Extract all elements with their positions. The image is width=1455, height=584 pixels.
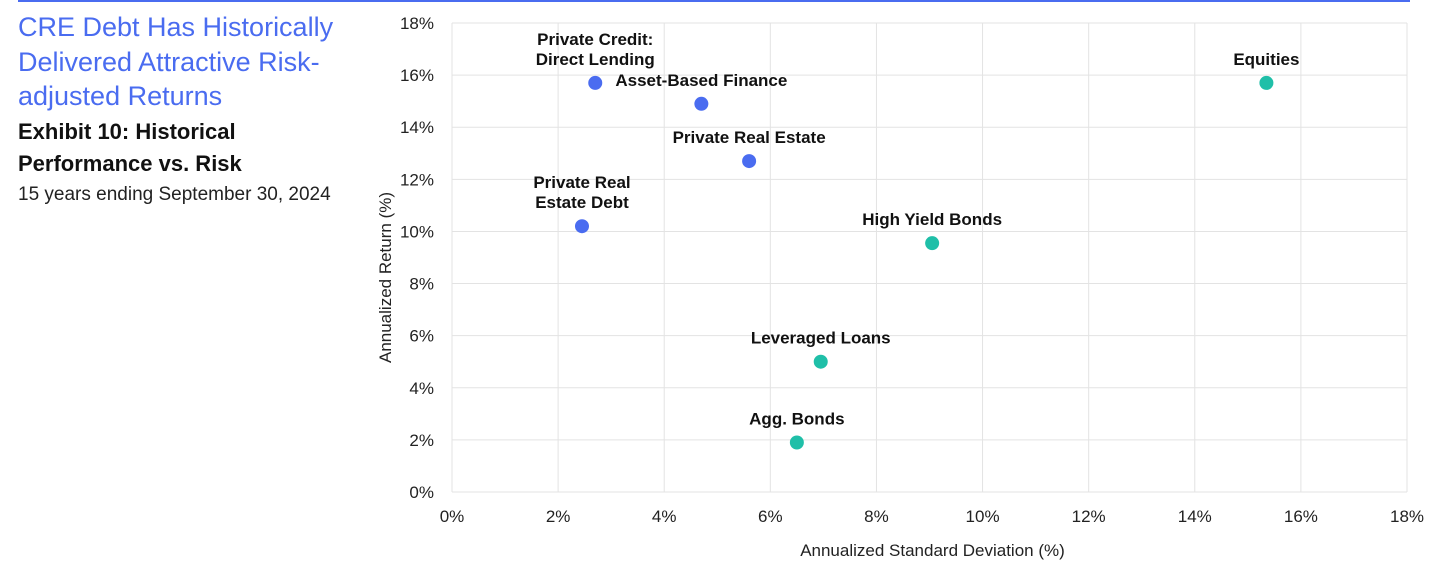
x-tick-label: 4% bbox=[652, 507, 677, 526]
top-divider bbox=[18, 0, 1410, 2]
y-tick-label: 4% bbox=[409, 379, 434, 398]
data-point bbox=[789, 435, 804, 450]
headline: CRE Debt Has Historically Delivered Attr… bbox=[18, 12, 334, 111]
y-tick-label: 16% bbox=[400, 66, 434, 85]
x-tick-label: 18% bbox=[1390, 507, 1424, 526]
data-point bbox=[742, 154, 757, 169]
x-tick-label: 6% bbox=[758, 507, 783, 526]
y-tick-label: 12% bbox=[400, 170, 434, 189]
x-tick-label: 2% bbox=[546, 507, 571, 526]
data-point bbox=[574, 219, 589, 234]
data-point-label: Equities bbox=[1233, 50, 1299, 69]
data-point bbox=[588, 75, 603, 90]
subtitle: 15 years ending September 30, 2024 bbox=[18, 183, 331, 205]
y-axis-title: Annualized Return (%) bbox=[376, 192, 395, 363]
x-tick-label: 10% bbox=[966, 507, 1000, 526]
data-point-label: Direct Lending bbox=[536, 50, 655, 69]
x-tick-label: 0% bbox=[440, 507, 465, 526]
data-point-label: Private Real bbox=[533, 173, 630, 192]
data-point-label: Agg. Bonds bbox=[749, 409, 844, 428]
x-tick-label: 14% bbox=[1178, 507, 1212, 526]
data-point-label: Asset-Based Finance bbox=[615, 71, 787, 90]
x-tick-label: 16% bbox=[1284, 507, 1318, 526]
data-point bbox=[925, 236, 940, 251]
exhibit-title: Exhibit 10: Historical Performance vs. R… bbox=[18, 118, 242, 176]
y-tick-label: 14% bbox=[400, 118, 434, 137]
sidebar-text: CRE Debt Has Historically Delivered Attr… bbox=[18, 10, 348, 210]
data-point-label: High Yield Bonds bbox=[862, 210, 1002, 229]
y-tick-label: 18% bbox=[400, 14, 434, 33]
x-axis-title: Annualized Standard Deviation (%) bbox=[800, 541, 1065, 560]
y-tick-label: 2% bbox=[409, 431, 434, 450]
x-tick-label: 8% bbox=[864, 507, 889, 526]
x-tick-label: 12% bbox=[1072, 507, 1106, 526]
data-point-label: Private Real Estate bbox=[673, 128, 826, 147]
data-point-label: Leveraged Loans bbox=[751, 329, 891, 348]
data-point-label: Estate Debt bbox=[535, 193, 629, 212]
data-point bbox=[1259, 75, 1274, 90]
y-tick-label: 0% bbox=[409, 483, 434, 502]
data-point-label: Private Credit: bbox=[537, 30, 653, 49]
data-point bbox=[813, 354, 828, 369]
y-tick-label: 8% bbox=[409, 275, 434, 294]
y-tick-label: 10% bbox=[400, 222, 434, 241]
y-tick-label: 6% bbox=[409, 327, 434, 346]
data-point bbox=[694, 96, 709, 111]
